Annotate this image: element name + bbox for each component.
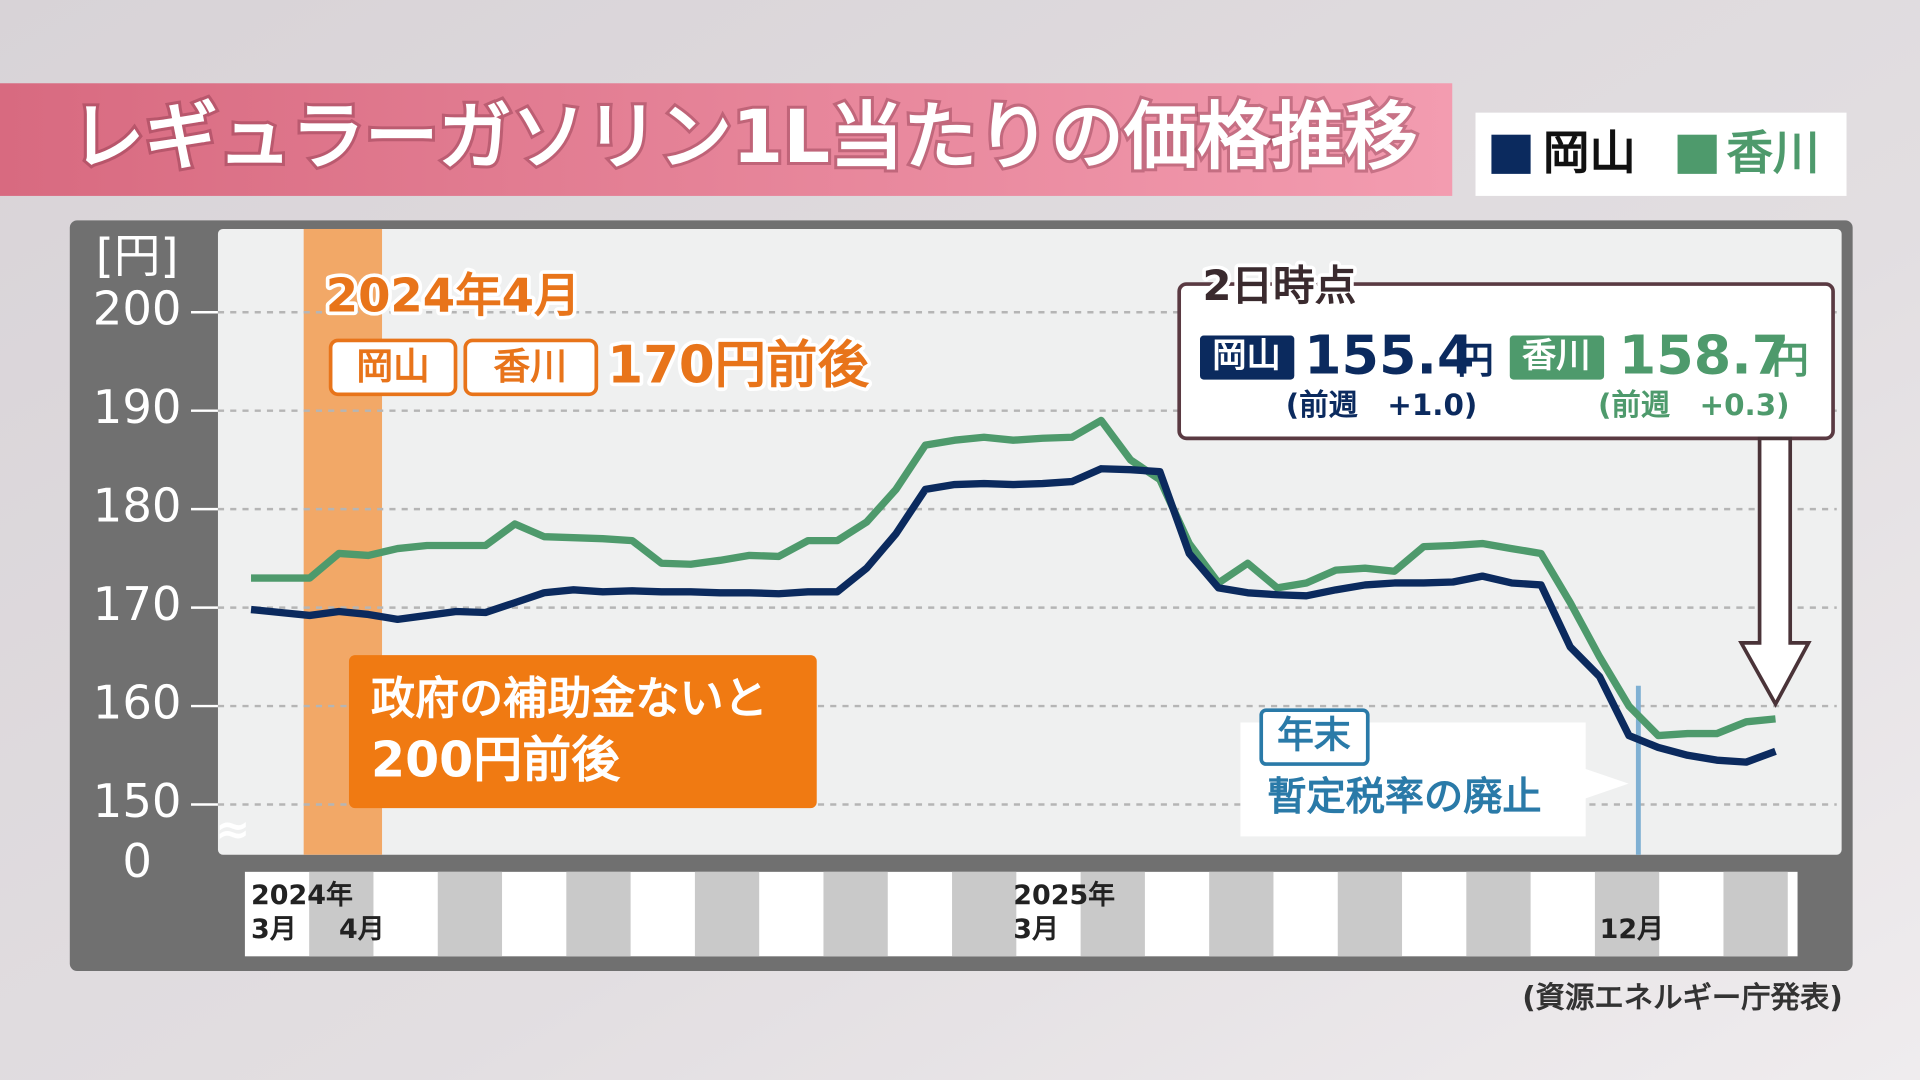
x-tick-label: 4月	[339, 914, 385, 945]
annotation-text: 170円前後	[607, 336, 869, 396]
legend-swatch	[1677, 134, 1717, 174]
y-tick-label: 190	[93, 380, 182, 434]
x-axis-stripe	[1466, 871, 1531, 957]
tag: 香川	[493, 345, 566, 388]
legend-label: 岡山	[1543, 126, 1636, 180]
latest-change: (前週 +1.0)	[1286, 388, 1478, 422]
source: (資源エネルギー庁発表)	[1522, 981, 1843, 1015]
tag-box	[1200, 335, 1295, 380]
tag-box	[1509, 335, 1605, 380]
y-tick-label: 180	[93, 479, 182, 533]
legend-box	[1475, 112, 1847, 196]
y-tick-label: 170	[93, 577, 182, 631]
x-axis-stripe	[437, 871, 503, 957]
x-axis-stripe	[309, 871, 374, 957]
x-tick-label: 12月	[1600, 914, 1664, 945]
x-year-label: 2025年	[1013, 879, 1115, 911]
tag: 岡山	[1212, 336, 1281, 376]
x-axis-stripe	[952, 871, 1017, 957]
legend: 岡山 香川	[1491, 126, 1820, 180]
tag: 香川	[1522, 336, 1591, 376]
y-tick-label: 160	[93, 676, 182, 730]
x-axis-stripe	[1337, 871, 1403, 957]
y-axis-label: [円]	[96, 229, 179, 283]
x-axis-stripe	[1594, 871, 1660, 957]
x-axis-band	[244, 871, 1798, 957]
y-tick-label: 200	[93, 282, 182, 336]
x-tick-label: 3月	[251, 914, 297, 945]
tag: 年末	[1277, 714, 1351, 757]
x-axis-stripes	[309, 871, 1788, 957]
tag-box	[463, 338, 599, 397]
latest-value: 158.7	[1619, 323, 1789, 386]
grid: 0 150 160 170 180 190 200	[93, 282, 1837, 888]
arrow	[1738, 436, 1812, 708]
annotation-text: 暫定税率の廃止	[1267, 775, 1541, 820]
legend-swatch	[1491, 134, 1531, 174]
annotation-heading: 2024年4月	[326, 268, 581, 322]
chart-title: レギュラーガソリン1L当たりの価格推移	[71, 95, 1418, 180]
latest-change: (前週 +0.3)	[1598, 388, 1790, 422]
x-axis-stripe	[1080, 871, 1145, 957]
latest-values: 岡山 155.4円(前週 +1.0)香川 158.7円(前週 +0.3)	[1200, 323, 1809, 422]
latest-unit: 円	[1457, 339, 1494, 382]
series-line	[250, 465, 1777, 766]
latest-heading: 2日時点	[1202, 261, 1356, 310]
tag-box	[328, 338, 458, 397]
x-axis-stripe	[694, 871, 760, 957]
legend-label: 香川	[1727, 126, 1820, 180]
annotation-box	[348, 655, 817, 809]
x-axis-stripe	[823, 871, 888, 957]
axis-break: ≈	[215, 805, 250, 854]
y-tick-label: 0	[122, 834, 152, 888]
x-tick-label: 3月	[1013, 914, 1059, 945]
annotation-text: 200円前後	[371, 731, 621, 788]
x-axis-stripe	[1209, 871, 1274, 957]
x-axis-stripe	[1723, 871, 1788, 957]
latest-box	[1177, 282, 1835, 441]
x-axis-stripe	[566, 871, 631, 957]
x-year-label: 2024年	[251, 879, 353, 911]
latest-value: 155.4	[1304, 323, 1474, 386]
tag: 岡山	[356, 345, 429, 388]
title-bar	[0, 83, 1453, 196]
y-tick-label: 150	[93, 774, 182, 828]
annotation-text: 政府の補助金ないと	[371, 674, 768, 725]
series-line	[251, 416, 1776, 740]
lines	[250, 416, 1777, 766]
tag-box	[1259, 708, 1370, 766]
latest-unit: 円	[1772, 339, 1809, 382]
